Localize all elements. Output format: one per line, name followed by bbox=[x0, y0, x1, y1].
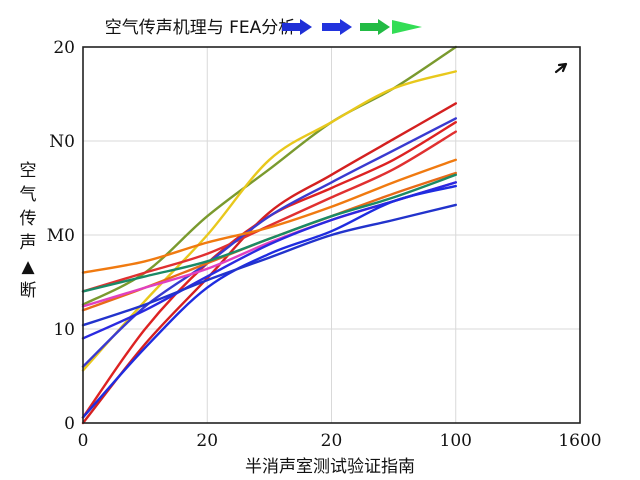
x-tick-label: 20 bbox=[321, 431, 343, 451]
y-tick-label: 10 bbox=[53, 320, 75, 340]
legend-marker bbox=[392, 20, 422, 34]
series-group bbox=[81, 45, 457, 425]
y-axis-label-char: 空 bbox=[20, 161, 37, 181]
series-line-7 bbox=[81, 158, 457, 274]
legend-marker-arrowhead bbox=[340, 19, 352, 35]
legend-marker bbox=[322, 23, 342, 31]
chart-title: 空气传声机理与 FEA分析 bbox=[105, 18, 296, 38]
y-axis-label-char: ▲ bbox=[21, 257, 35, 277]
legend-marker bbox=[282, 23, 302, 31]
y-axis-label-char: 传 bbox=[20, 209, 37, 229]
legend-marker-arrowhead bbox=[300, 19, 312, 35]
plot-frame bbox=[82, 46, 581, 424]
y-axis-label-char: 气 bbox=[20, 185, 37, 205]
y-tick-label: 20 bbox=[53, 38, 75, 58]
y-axis-label-char: 声 bbox=[20, 233, 37, 253]
y-tick-label: M0 bbox=[47, 226, 75, 246]
series-line-3 bbox=[81, 102, 457, 425]
series-line-13 bbox=[81, 203, 457, 327]
annotation-arrow-icon bbox=[554, 62, 568, 74]
legend-marker-arrowhead bbox=[378, 19, 390, 35]
y-tick-label: N0 bbox=[49, 132, 75, 152]
x-tick-label: 0 bbox=[78, 431, 89, 451]
legend bbox=[282, 19, 422, 35]
series-line-9 bbox=[81, 173, 457, 293]
series-line-6 bbox=[81, 117, 457, 368]
x-tick-label: 20 bbox=[196, 431, 218, 451]
y-tick-label: 0 bbox=[64, 414, 75, 434]
series-line-12 bbox=[81, 184, 457, 419]
x-axis-label: 半消声室测试验证指南 bbox=[245, 457, 415, 477]
series-line-2 bbox=[81, 70, 457, 372]
x-tick-label: 100 bbox=[440, 431, 472, 451]
x-tick-labels: 0 20 20 100 1600 bbox=[78, 431, 602, 451]
legend-marker bbox=[360, 23, 380, 31]
y-axis-label-char: 断 bbox=[20, 281, 37, 301]
x-tick-label: 1600 bbox=[558, 431, 601, 451]
y-axis-label: 空气传声 ▲ 断 bbox=[20, 161, 37, 301]
series-line-5 bbox=[81, 130, 457, 293]
y-tick-labels: 0 10 M0 N0 20 bbox=[47, 38, 75, 434]
